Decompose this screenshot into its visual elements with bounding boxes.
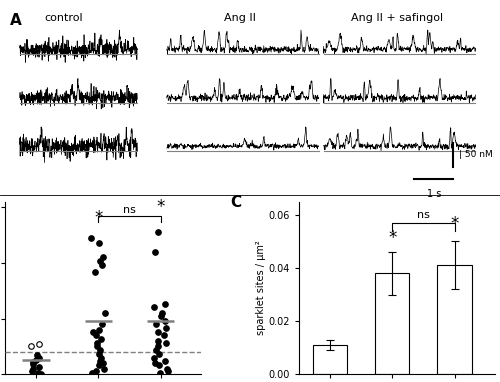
Bar bbox=[313, 345, 347, 374]
Text: ns: ns bbox=[123, 205, 136, 215]
Text: | 50 nM: | 50 nM bbox=[459, 151, 493, 159]
Text: 1 s: 1 s bbox=[426, 189, 441, 199]
Bar bbox=[438, 265, 472, 374]
Text: Ang II: Ang II bbox=[224, 13, 256, 23]
Text: C: C bbox=[230, 195, 241, 210]
Text: control: control bbox=[44, 13, 83, 23]
Text: *: * bbox=[388, 229, 396, 247]
Text: *: * bbox=[450, 215, 458, 233]
Text: *: * bbox=[156, 198, 164, 216]
Text: A: A bbox=[10, 13, 22, 28]
Text: ns: ns bbox=[417, 210, 430, 220]
Text: Ang II + safingol: Ang II + safingol bbox=[351, 13, 443, 23]
Bar bbox=[375, 274, 410, 374]
Text: *: * bbox=[94, 209, 102, 227]
Y-axis label: sparklet sites / µm²: sparklet sites / µm² bbox=[256, 241, 266, 335]
